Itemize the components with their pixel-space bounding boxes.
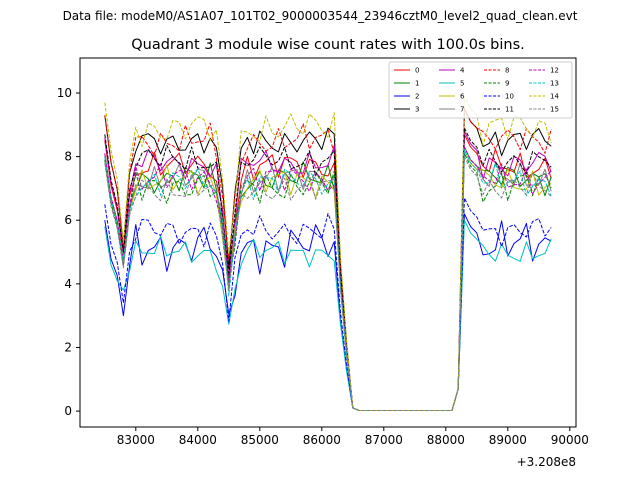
series-line-10: [104, 197, 552, 411]
y-tick-label: 0: [64, 404, 72, 418]
legend-label-10: 10: [505, 93, 514, 101]
plot-frame: [79, 57, 577, 428]
series-line-2: [104, 213, 552, 411]
series-line-13: [104, 149, 552, 411]
series-line-12: [104, 146, 552, 411]
series-layer: [104, 95, 552, 411]
chart-title: Quadrant 3 module wise count rates with …: [131, 37, 525, 53]
x-tick-label: 87000: [365, 433, 403, 447]
legend-label-11: 11: [505, 106, 514, 114]
y-tick-label: 8: [64, 150, 72, 164]
legend-label-9: 9: [505, 80, 509, 88]
legend-label-5: 5: [460, 80, 464, 88]
legend-label-7: 7: [460, 106, 464, 114]
x-tick-label: 88000: [427, 433, 465, 447]
series-line-9: [104, 152, 552, 411]
x-tick-label: 89000: [489, 433, 527, 447]
x-tick-label: 90000: [551, 433, 589, 447]
legend-label-0: 0: [415, 67, 419, 75]
file-suptitle: Data file: modeM0/AS1A07_101T02_90000035…: [63, 9, 578, 23]
y-axis: 0 2 4 6 8 10: [57, 86, 80, 418]
x-tick-label: 86000: [303, 433, 341, 447]
legend-label-1: 1: [415, 80, 419, 88]
legend-label-3: 3: [415, 106, 419, 114]
x-offset-label: +3.208e8: [517, 455, 576, 469]
legend-label-15: 15: [550, 106, 559, 114]
legend-label-13: 13: [550, 80, 559, 88]
legend-label-12: 12: [550, 67, 559, 75]
y-tick-label: 10: [57, 86, 72, 100]
legend-label-14: 14: [550, 93, 559, 101]
series-line-8: [104, 108, 552, 411]
legend-label-6: 6: [460, 93, 465, 101]
series-line-0: [104, 133, 552, 411]
x-tick-label: 84000: [179, 433, 217, 447]
y-tick-label: 2: [64, 340, 72, 354]
series-line-15: [104, 156, 552, 411]
legend-label-8: 8: [505, 67, 509, 75]
x-axis: 83000 84000 85000 86000 87000 88000 89000 90000: [117, 427, 589, 447]
legend-label-4: 4: [460, 67, 465, 75]
y-tick-label: 6: [64, 213, 72, 227]
y-tick-label: 4: [64, 277, 72, 291]
x-tick-label: 85000: [241, 433, 279, 447]
legend-label-2: 2: [415, 93, 419, 101]
x-tick-label: 83000: [117, 433, 155, 447]
series-line-11: [104, 127, 552, 411]
legend-frame: [388, 61, 573, 119]
series-line-5: [104, 219, 552, 411]
